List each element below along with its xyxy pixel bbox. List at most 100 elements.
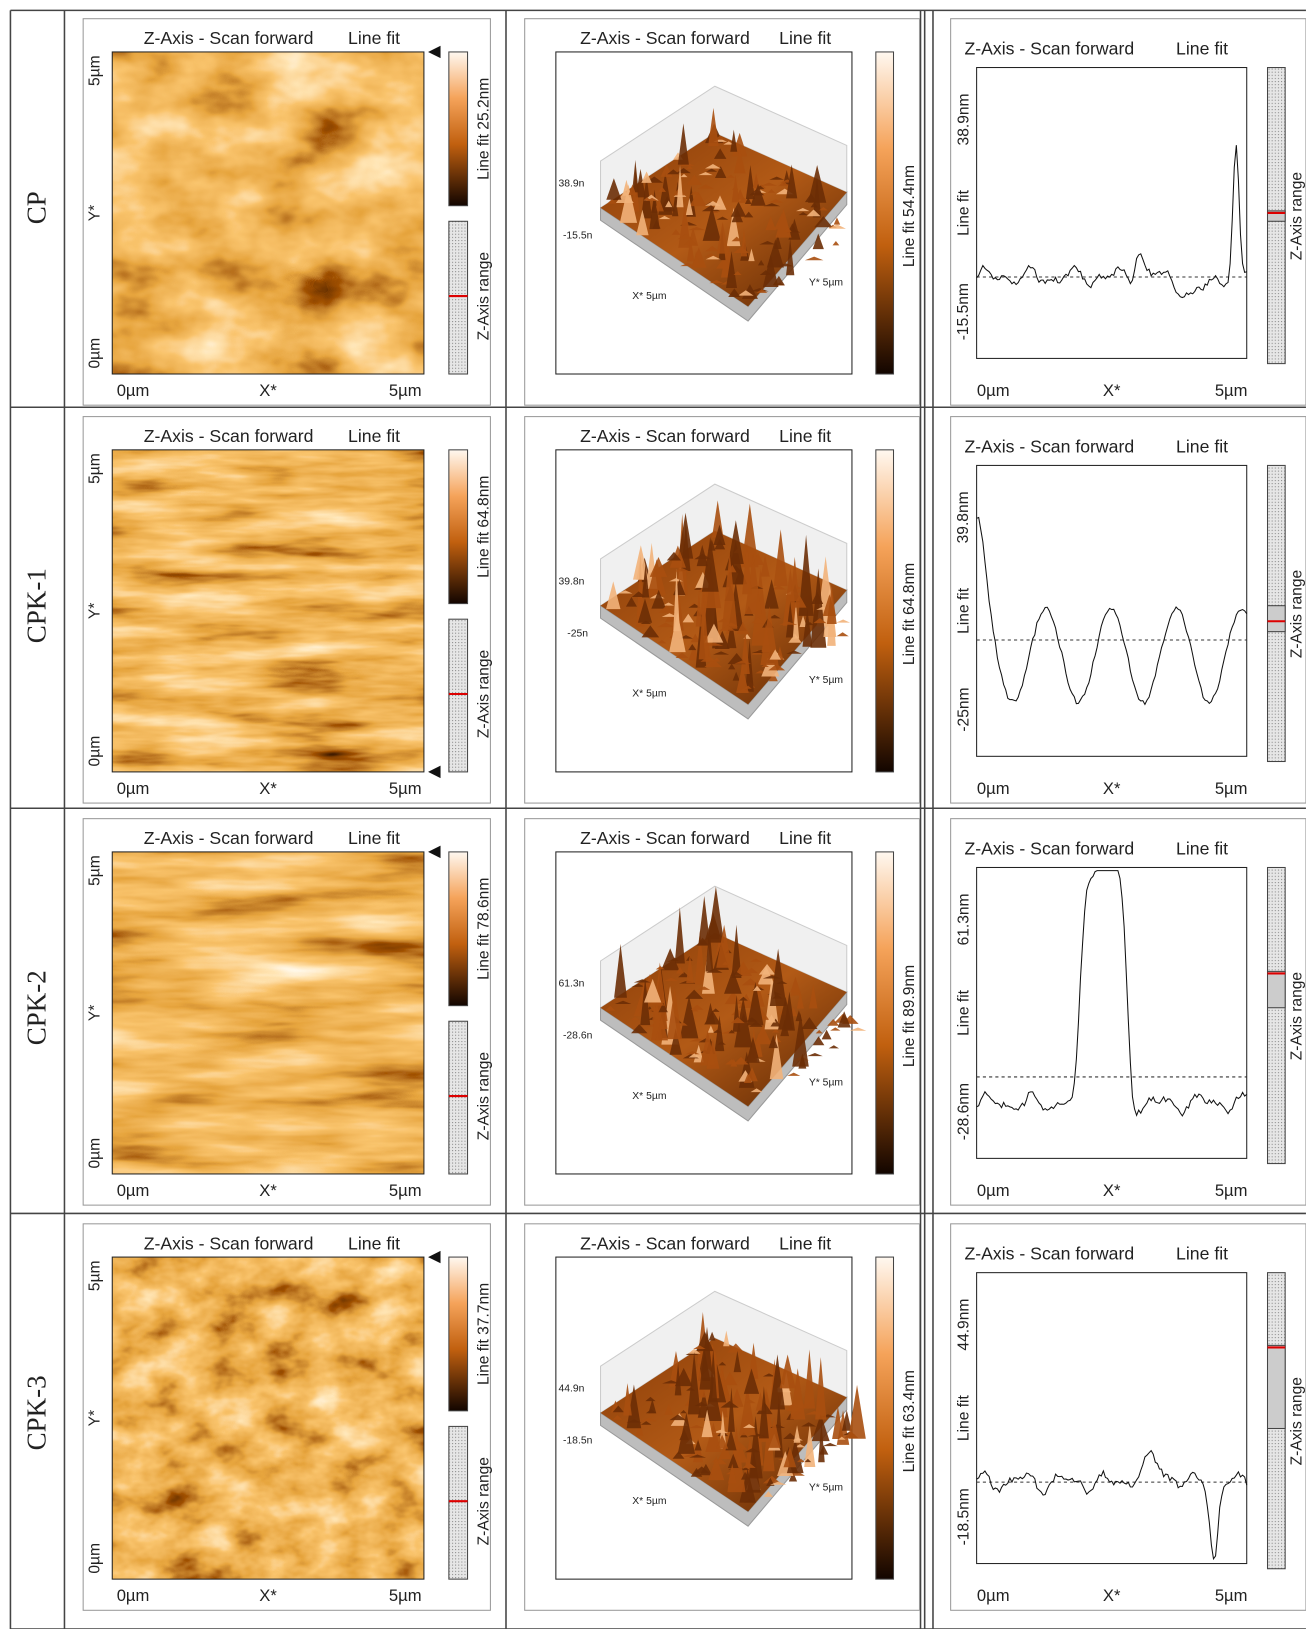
panel-title: Z-Axis - Scan forward [580, 1233, 750, 1253]
y-max-label: 5µm [87, 453, 104, 484]
z-min-label: -25n [567, 628, 588, 639]
colorbar [876, 52, 894, 374]
panel-mode: Line fit [348, 28, 400, 48]
z-max-label: 44.9n [558, 1384, 584, 1395]
row-label: CPK-1 [22, 568, 52, 643]
panel-mode: Line fit [779, 426, 831, 446]
x-axis-label: X* 5µm [632, 1496, 666, 1507]
y-axis-label: Y* 5µm [809, 1482, 843, 1493]
colorbar-label: Line fit 89.9nm [901, 965, 918, 1067]
panel-title: Z-Axis - Scan forward [580, 426, 750, 446]
x-axis-label: X* 5µm [632, 1091, 666, 1102]
colorbar-label: Line fit 25.2nm [475, 78, 492, 180]
range-bar [1268, 867, 1286, 1163]
scan-marker [428, 846, 440, 858]
colorbar-label: Line fit 78.6nm [475, 878, 492, 980]
colorbar [449, 52, 468, 206]
range-label: Z-Axis range [1289, 570, 1306, 658]
colorbar [876, 450, 894, 772]
x-axis-label: X* [1103, 381, 1121, 400]
colorbar [876, 852, 894, 1174]
range-bar [449, 1021, 468, 1174]
afm-image [112, 52, 424, 374]
range-bar [449, 1426, 468, 1579]
panel-title: Z-Axis - Scan forward [144, 426, 314, 446]
colorbar-label: Line fit 54.4nm [901, 165, 918, 267]
y-min-label: 0µm [87, 1138, 104, 1169]
row-label: CPK-2 [22, 970, 52, 1045]
y-min-label: 0µm [87, 736, 104, 767]
afm-image [112, 852, 424, 1174]
range-window [1268, 606, 1286, 632]
panel-title: Z-Axis - Scan forward [144, 828, 314, 848]
z-min-label: -15.5n [563, 231, 593, 242]
scan-marker [428, 46, 440, 58]
colorbar-label: Line fit 64.8nm [475, 476, 492, 578]
z-max-label: 39.8n [558, 577, 584, 588]
range-label: Z-Axis range [1289, 972, 1306, 1060]
x-axis-label: X* [259, 1586, 277, 1605]
y-axis-label: Line fit [955, 587, 972, 634]
y-axis-label: Y* 5µm [809, 675, 843, 686]
x-axis-label: X* [259, 381, 277, 400]
colorbar [449, 1257, 468, 1411]
x-min-label: 0µm [977, 1181, 1010, 1200]
colorbar [449, 450, 468, 604]
y-min-label: -28.6nm [955, 1083, 972, 1140]
range-window [1268, 971, 1286, 1007]
x-min-label: 0µm [117, 1586, 150, 1605]
y-max-label: 61.3nm [955, 893, 972, 945]
panel-mode: Line fit [1176, 39, 1228, 59]
range-bar [449, 221, 468, 374]
y-min-label: 0µm [87, 338, 104, 369]
x-min-label: 0µm [977, 1586, 1010, 1605]
panel-mode: Line fit [1176, 1244, 1228, 1264]
y-axis-label: Y* 5µm [809, 277, 843, 288]
x-axis-label: X* [1103, 1586, 1121, 1605]
z-max-label: 38.9n [558, 179, 584, 190]
plot-box [977, 68, 1247, 359]
x-max-label: 5µm [1215, 1181, 1248, 1200]
x-axis-label: X* 5µm [632, 291, 666, 302]
z-min-label: -28.6n [563, 1031, 593, 1042]
plot-box [977, 465, 1247, 756]
range-window [1268, 1345, 1286, 1428]
x-axis-label: X* [259, 1181, 277, 1200]
y-min-label: -25nm [955, 687, 972, 731]
colorbar-label: Line fit 64.8nm [901, 563, 918, 665]
range-label: Z-Axis range [475, 1052, 492, 1140]
y-axis-label: Line fit [955, 989, 972, 1036]
panel-mode: Line fit [779, 828, 831, 848]
afm-image [112, 1257, 424, 1579]
x-axis-label: X* [259, 779, 277, 798]
row-label: CPK-3 [22, 1375, 52, 1450]
panel-mode: Line fit [348, 1233, 400, 1253]
x-min-label: 0µm [117, 779, 150, 798]
x-max-label: 5µm [389, 779, 422, 798]
x-max-label: 5µm [1215, 381, 1248, 400]
y-min-label: -18.5nm [955, 1488, 972, 1545]
plot-box [977, 867, 1247, 1158]
x-max-label: 5µm [389, 381, 422, 400]
y-axis-label: Y* 5µm [809, 1077, 843, 1088]
panel-title: Z-Axis - Scan forward [144, 28, 314, 48]
panel-mode: Line fit [779, 1233, 831, 1253]
colorbar [876, 1257, 894, 1579]
page: CP Z-Axis - Scan forward Line fit 5µm Y* 0µm 0… [0, 0, 1306, 1629]
range-label: Z-Axis range [1289, 172, 1306, 260]
panel-mode: Line fit [779, 28, 831, 48]
range-label: Z-Axis range [475, 650, 492, 738]
y-max-label: 5µm [87, 855, 104, 886]
panel-mode: Line fit [348, 426, 400, 446]
y-max-label: 38.9nm [955, 93, 972, 145]
figure: CP Z-Axis - Scan forward Line fit 5µm Y* 0µm 0… [0, 0, 1306, 1629]
panel-mode: Line fit [1176, 436, 1228, 456]
row-label: CP [22, 191, 52, 224]
y-axis-label: Line fit [955, 189, 972, 236]
y-axis-label: Y* [87, 1410, 104, 1426]
y-axis-label: Y* [87, 205, 104, 221]
y-axis-label: Y* [87, 1005, 104, 1021]
y-max-label: 5µm [87, 1260, 104, 1291]
range-bar [449, 619, 468, 772]
range-label: Z-Axis range [475, 252, 492, 340]
